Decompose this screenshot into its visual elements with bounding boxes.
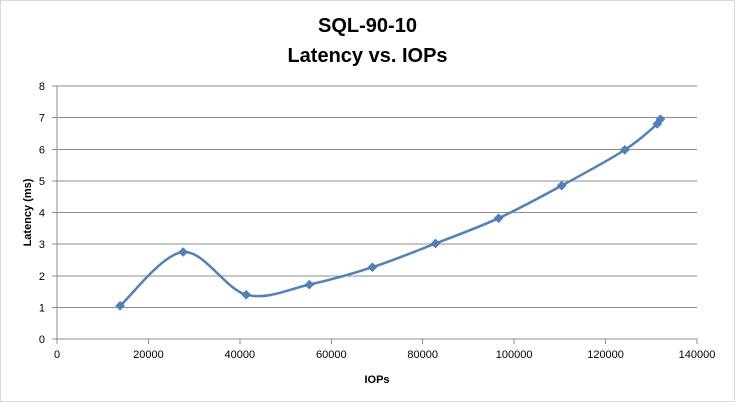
data-point xyxy=(304,279,315,290)
series xyxy=(115,114,666,311)
data-point xyxy=(430,238,441,249)
x-tick-label: 40000 xyxy=(225,349,256,361)
y-tick-label: 4 xyxy=(39,208,45,220)
x-tick-label: 100000 xyxy=(496,349,533,361)
y-tick-label: 8 xyxy=(39,81,45,93)
gridlines xyxy=(57,85,697,308)
x-tick-label: 140000 xyxy=(679,349,716,361)
chart-title: SQL-90-10 xyxy=(318,15,417,37)
y-tick-label: 1 xyxy=(39,302,45,314)
x-axis-title: IOPs xyxy=(364,374,389,386)
series-line xyxy=(119,118,663,307)
y-tick-label: 2 xyxy=(39,271,45,283)
y-tick-label: 5 xyxy=(39,176,45,188)
y-tick-label: 0 xyxy=(39,334,45,346)
data-point xyxy=(115,300,125,311)
data-point xyxy=(655,114,666,125)
y-tick-label: 6 xyxy=(39,144,45,156)
y-axis-title: Latency (ms) xyxy=(22,178,34,246)
data-point xyxy=(556,180,567,191)
x-tick-label: 120000 xyxy=(587,349,624,361)
x-tick-label: 80000 xyxy=(407,349,438,361)
x-tick-label: 20000 xyxy=(133,349,164,361)
data-point xyxy=(178,247,189,257)
data-point xyxy=(241,289,252,300)
y-tick-label: 7 xyxy=(39,113,45,125)
axes xyxy=(52,85,698,344)
y-tick-label: 3 xyxy=(39,239,45,251)
chart-subtitle: Latency vs. IOPs xyxy=(287,45,448,67)
x-tick-label: 60000 xyxy=(316,349,347,361)
tick-labels: 0 1 2 3 4 5 6 7 8 0 20000 40000 60000 80000 100000 1200… xyxy=(39,81,715,361)
data-point xyxy=(493,213,504,224)
data-point xyxy=(367,262,378,273)
x-tick-label: 0 xyxy=(54,349,60,361)
data-point xyxy=(619,145,630,155)
